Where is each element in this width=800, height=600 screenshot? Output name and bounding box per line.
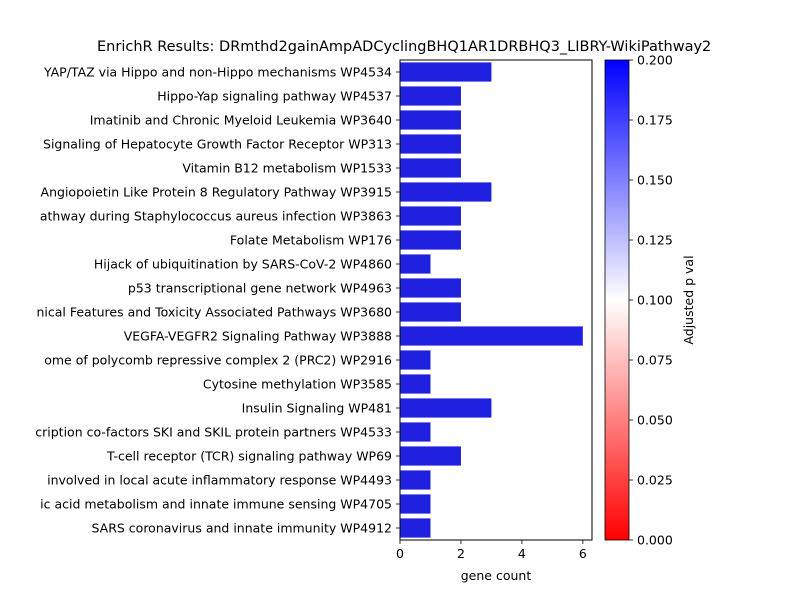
bar [400,62,492,82]
x-ticks: 0 2 4 6 [396,540,587,561]
y-tick-labels: YAP/TAZ via Hippo and non-Hippo mechanis… [35,65,400,536]
bar [400,422,431,442]
bar [400,206,461,226]
y-tick-label: Insulin Signaling WP481 [242,401,392,416]
bar [400,110,461,130]
y-tick-label: involved in local acute inflammatory res… [47,473,392,488]
bars-group [400,62,583,538]
y-tick-label: Folate Metabolism WP176 [230,233,392,248]
y-tick-label: Hijack of ubiquitination by SARS-CoV-2 W… [94,257,392,272]
y-tick-label: Signaling of Hepatocyte Growth Factor Re… [43,137,392,152]
y-tick-label: YAP/TAZ via Hippo and non-Hippo mechanis… [43,65,392,80]
chart-title: EnrichR Results: DRmthd2gainAmpADCycling… [97,39,711,55]
colorbar-ticks: 0.000 0.025 0.050 0.075 0.100 0.125 0.150 0.175… [629,53,673,548]
colorbar-tick-label: 0.025 [637,473,673,488]
bar [400,518,431,538]
x-tick-label: 6 [579,546,587,561]
x-tick-label: 0 [396,546,404,561]
y-tick-label: Cytosine methylation WP3585 [203,377,392,392]
bar [400,158,461,178]
bar [400,254,431,274]
y-tick-label: SARS coronavirus and innate immunity WP4… [91,521,392,536]
bar [400,230,461,250]
bar [400,350,431,370]
y-tick-label: p53 transcriptional gene network WP4963 [128,281,392,296]
bar [400,374,431,394]
colorbar-tick-label: 0.175 [637,113,673,128]
colorbar-tick-label: 0.100 [637,293,673,308]
x-tick-label: 4 [518,546,526,561]
bar [400,182,492,202]
y-tick-label: ome of polycomb repressive complex 2 (PR… [44,353,392,368]
bar [400,326,583,346]
bar [400,278,461,298]
bar [400,446,461,466]
y-tick-label: VEGFA-VEGFR2 Signaling Pathway WP3888 [124,329,392,344]
y-tick-label: ic acid metabolism and innate immune sen… [40,497,392,512]
bar [400,470,431,490]
plot-frame [399,59,593,541]
colorbar-tick-label: 0.050 [637,413,673,428]
bar [400,302,461,322]
colorbar-tick-label: 0.000 [637,533,673,548]
bar [400,398,492,418]
y-tick-label: T-cell receptor (TCR) signaling pathway … [106,449,392,464]
x-axis-label: gene count [461,568,532,583]
y-tick-label: cription co-factors SKI and SKIL protein… [35,425,392,440]
colorbar-tick-label: 0.200 [637,53,673,68]
y-tick-label: nical Features and Toxicity Associated P… [36,305,392,320]
colorbar [604,59,630,541]
y-tick-label: Angiopoietin Like Protein 8 Regulatory P… [41,185,392,200]
bar [400,86,461,106]
y-tick-label: Hippo-Yap signaling pathway WP4537 [157,89,392,104]
y-tick-label: Imatinib and Chronic Myeloid Leukemia WP… [90,113,392,128]
x-tick-label: 2 [457,546,465,561]
colorbar-tick-label: 0.125 [637,233,673,248]
colorbar-label: Adjusted p val [681,255,696,344]
y-tick-label: Vitamin B12 metabolism WP1533 [182,161,392,176]
bar [400,134,461,154]
y-tick-label: athway during Staphylococcus aureus infe… [40,209,392,224]
bar [400,494,431,514]
colorbar-tick-label: 0.150 [637,173,673,188]
colorbar-tick-label: 0.075 [637,353,673,368]
